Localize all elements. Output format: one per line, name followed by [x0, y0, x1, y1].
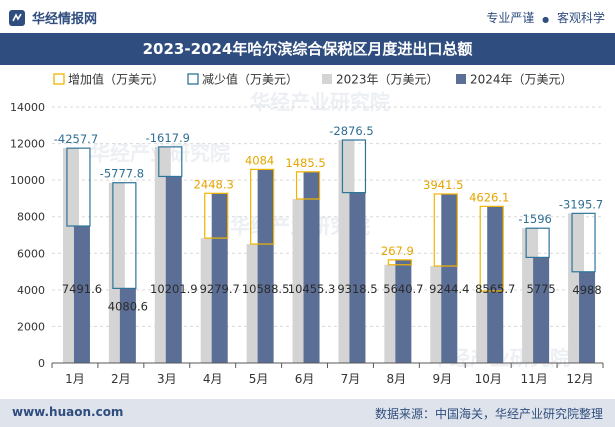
y-tick-label: 10000: [10, 174, 45, 187]
increase-marker: [295, 171, 321, 200]
value-label-2024: 10588.5: [242, 282, 290, 296]
slogan-left: 专业严谨: [486, 11, 535, 25]
footer: www.huaon.com 数据来源：中国海关，华经产业研究院整理: [0, 399, 615, 427]
value-label-2024: 10201.9: [150, 282, 198, 296]
bar-2024: [211, 193, 228, 363]
value-label-2024: 9279.7: [200, 282, 240, 296]
bar-2024: [487, 206, 504, 363]
change-label: -2876.5: [329, 124, 373, 138]
bar-2024: [395, 259, 412, 363]
x-tick-label: 4月: [203, 372, 223, 386]
decrease-marker: [571, 212, 596, 273]
watermark-text: 华经产业研究院: [250, 90, 390, 114]
change-label: 1485.5: [285, 156, 325, 170]
legend-swatch: [456, 74, 466, 84]
y-tick-label: 6000: [17, 247, 45, 260]
value-label-2024: 9318.5: [337, 282, 377, 296]
slogan: 专业严谨 ● 客观科学: [486, 9, 605, 26]
top-bar: 华经情报网 专业严谨 ● 客观科学: [0, 0, 615, 33]
legend-label: 2024年（万美元）: [470, 73, 573, 87]
value-label-2024: 4988: [572, 283, 601, 297]
bar-2024: [303, 171, 320, 363]
decrease-marker: [66, 147, 91, 227]
value-label-2024: 7491.6: [62, 282, 102, 296]
change-label: 267.9: [381, 244, 414, 258]
x-tick-label: 1月: [65, 372, 85, 386]
change-label: -1596: [518, 212, 551, 226]
y-tick-label: 14000: [10, 101, 45, 114]
change-label: 4084: [245, 153, 274, 167]
bar-2024: [349, 192, 366, 363]
increase-marker: [433, 193, 458, 267]
decrease-marker: [158, 146, 183, 178]
value-label-2024: 9244.4: [429, 282, 469, 296]
bar-2024: [579, 271, 596, 363]
value-label-2024: 5775: [526, 282, 555, 296]
legend-label: 2023年（万美元）: [336, 73, 439, 87]
legend-label: 减少值（万美元）: [202, 72, 298, 87]
x-tick-label: 6月: [295, 372, 315, 386]
change-label: 4626.1: [469, 190, 509, 204]
brand: 华经情报网: [8, 8, 97, 27]
value-label-2024: 10455.3: [288, 282, 336, 296]
x-tick-label: 9月: [432, 372, 452, 386]
x-tick-label: 11月: [520, 372, 547, 386]
decrease-marker: [525, 227, 550, 259]
y-tick-label: 0: [38, 357, 45, 370]
increase-marker: [479, 205, 504, 292]
legend: 增加值（万美元） 减少值（万美元） 2023年（万美元） 2024年（万美元）: [53, 72, 573, 87]
y-tick-label: 12000: [10, 138, 45, 151]
legend-swatch: [322, 74, 332, 84]
footer-url: www.huaon.com: [12, 405, 124, 419]
x-tick-label: 2月: [111, 372, 131, 386]
y-tick-label: 4000: [17, 284, 45, 297]
chart-area: 增加值（万美元） 减少值（万美元） 2023年（万美元） 2024年（万美元） 华经产…: [10, 72, 604, 386]
x-tick-label: 7月: [341, 372, 361, 386]
value-label-2024: 8565.7: [475, 282, 515, 296]
change-label: -4257.7: [54, 132, 98, 146]
increase-marker: [250, 168, 275, 245]
change-label: 3941.5: [423, 178, 463, 192]
change-label: -3195.7: [559, 197, 603, 211]
brand-logo-icon: [9, 9, 25, 26]
legend-swatch: [53, 73, 65, 85]
grid: 0 2000 4000 6000 8000 10000 12000 14000: [10, 101, 603, 370]
decrease-marker: [341, 139, 367, 194]
bar-2024: [73, 226, 90, 363]
increase-marker: [204, 192, 229, 239]
legend-label: 增加值（万美元）: [68, 72, 164, 87]
bar-2024: [533, 257, 550, 363]
change-label: -5777.8: [100, 167, 144, 181]
chart-title: 2023-2024年哈尔滨综合保税区月度进出口总额: [0, 33, 615, 65]
axes: [51, 362, 604, 368]
data-labels: -4257.7 7491.6 1月 -5777.8 4080.6 2月 -1617.9 102…: [54, 124, 603, 386]
brand-name: 华经情报网: [32, 12, 98, 27]
bars: [62, 139, 596, 363]
slogan-separator: ●: [542, 15, 550, 24]
slogan-right: 客观科学: [556, 11, 605, 25]
change-label: -1617.9: [146, 131, 190, 145]
x-tick-label: 10月: [475, 372, 502, 386]
x-tick-label: 8月: [387, 372, 407, 386]
increase-marker: [387, 259, 412, 266]
y-tick-label: 2000: [17, 320, 45, 333]
y-tick-label: 8000: [17, 211, 45, 224]
value-label-2024: 4080.6: [108, 299, 148, 313]
x-tick-label: 5月: [249, 372, 269, 386]
bar-2024: [165, 176, 182, 363]
decrease-marker: [112, 182, 137, 289]
bar-2024: [257, 169, 274, 363]
legend-swatch: [187, 73, 199, 85]
footer-source: 数据来源：中国海关，华经产业研究院整理: [374, 407, 603, 421]
bar-2024: [441, 193, 458, 363]
bar-2024: [119, 288, 136, 363]
value-label-2024: 5640.7: [383, 282, 423, 296]
x-tick-label: 3月: [157, 372, 177, 386]
x-tick-label: 12月: [566, 372, 593, 386]
change-label: 2448.3: [194, 177, 234, 191]
